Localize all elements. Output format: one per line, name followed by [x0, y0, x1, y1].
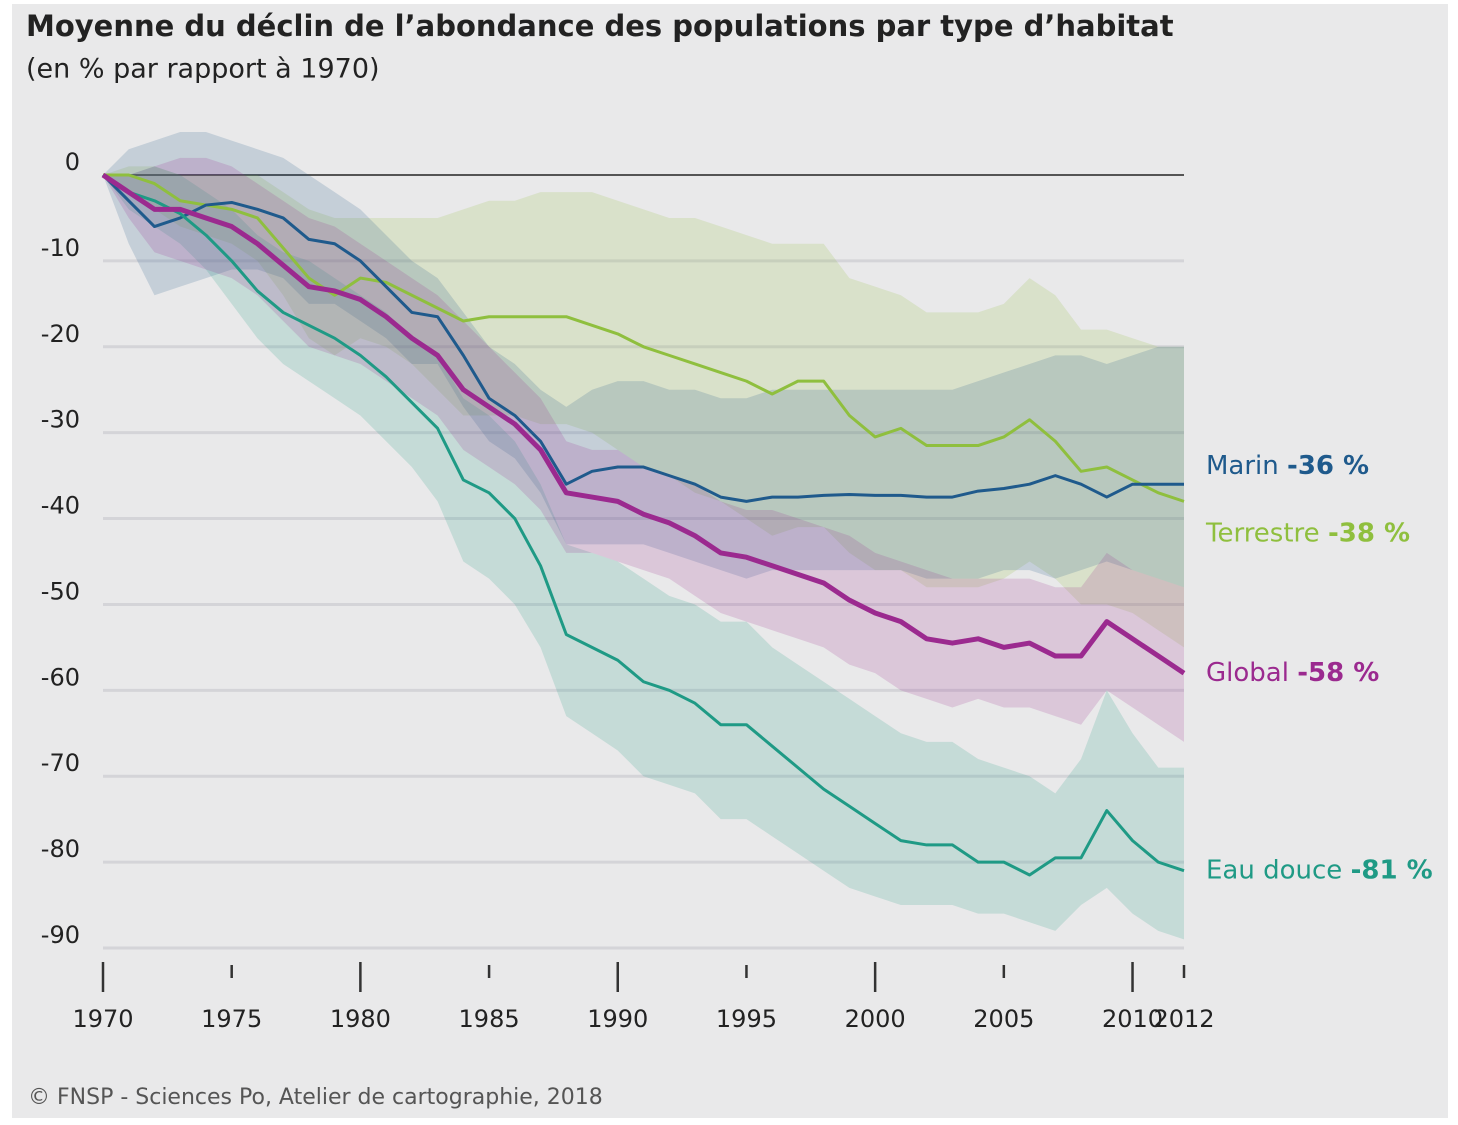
y-tick-label: -50 [41, 577, 80, 605]
series-label: Terrestre -38 % [1205, 518, 1410, 548]
legend-name: Terrestre [1205, 518, 1320, 548]
x-tick-label: 2010 [1102, 1005, 1163, 1033]
x-tick-label: 1995 [716, 1005, 777, 1033]
y-tick-label: -20 [41, 320, 80, 348]
series-line [102, 173, 1185, 877]
end-label: -58 % [1297, 658, 1379, 688]
x-tick-label: 1970 [72, 1005, 133, 1033]
legend-name: Marin [1206, 451, 1279, 481]
series-line [103, 173, 1185, 503]
x-tick-label: 1985 [459, 1005, 520, 1033]
y-tick-label: -30 [41, 406, 80, 434]
y-tick-label: -80 [41, 835, 80, 863]
legend-name: Eau douce [1206, 855, 1342, 885]
chart-subtitle: (en % par rapport à 1970) [26, 54, 380, 85]
background [12, 4, 1448, 1118]
y-tick-label: -90 [41, 921, 80, 949]
end-label: -36 % [1287, 451, 1369, 481]
confidence-band [103, 166, 1184, 940]
series-label: Global -58 % [1206, 658, 1379, 688]
y-tick-label: 0 [65, 148, 80, 176]
legend-name: Global [1206, 658, 1289, 688]
confidence-band [103, 166, 1184, 648]
y-tick-label: -70 [41, 749, 80, 777]
y-tick-label: -10 [41, 234, 80, 262]
x-tick-label: 1980 [330, 1005, 391, 1033]
x-tick-label: 1990 [587, 1005, 648, 1033]
chart-title: Moyenne du déclin de l’abondance des pop… [26, 9, 1174, 43]
bands [103, 132, 1184, 940]
end-label: -38 % [1328, 518, 1410, 548]
confidence-band [103, 157, 1184, 742]
series-label: Marin -36 % [1206, 451, 1369, 481]
x-tick-label: 1975 [201, 1005, 262, 1033]
series-line [101, 172, 1186, 676]
y-tick-label: -40 [41, 492, 80, 520]
y-tick-label: -60 [41, 663, 80, 691]
end-label: -81 % [1351, 855, 1433, 885]
x-tick-label: 2012 [1153, 1005, 1214, 1033]
source: © FNSP - Sciences Po, Atelier de cartogr… [28, 1085, 603, 1110]
series-line [101, 173, 1184, 503]
x-tick-label: 2005 [973, 1005, 1034, 1033]
series-label: Eau douce -81 % [1206, 855, 1433, 885]
x-tick-label: 2000 [845, 1005, 906, 1033]
confidence-band [103, 132, 1184, 588]
